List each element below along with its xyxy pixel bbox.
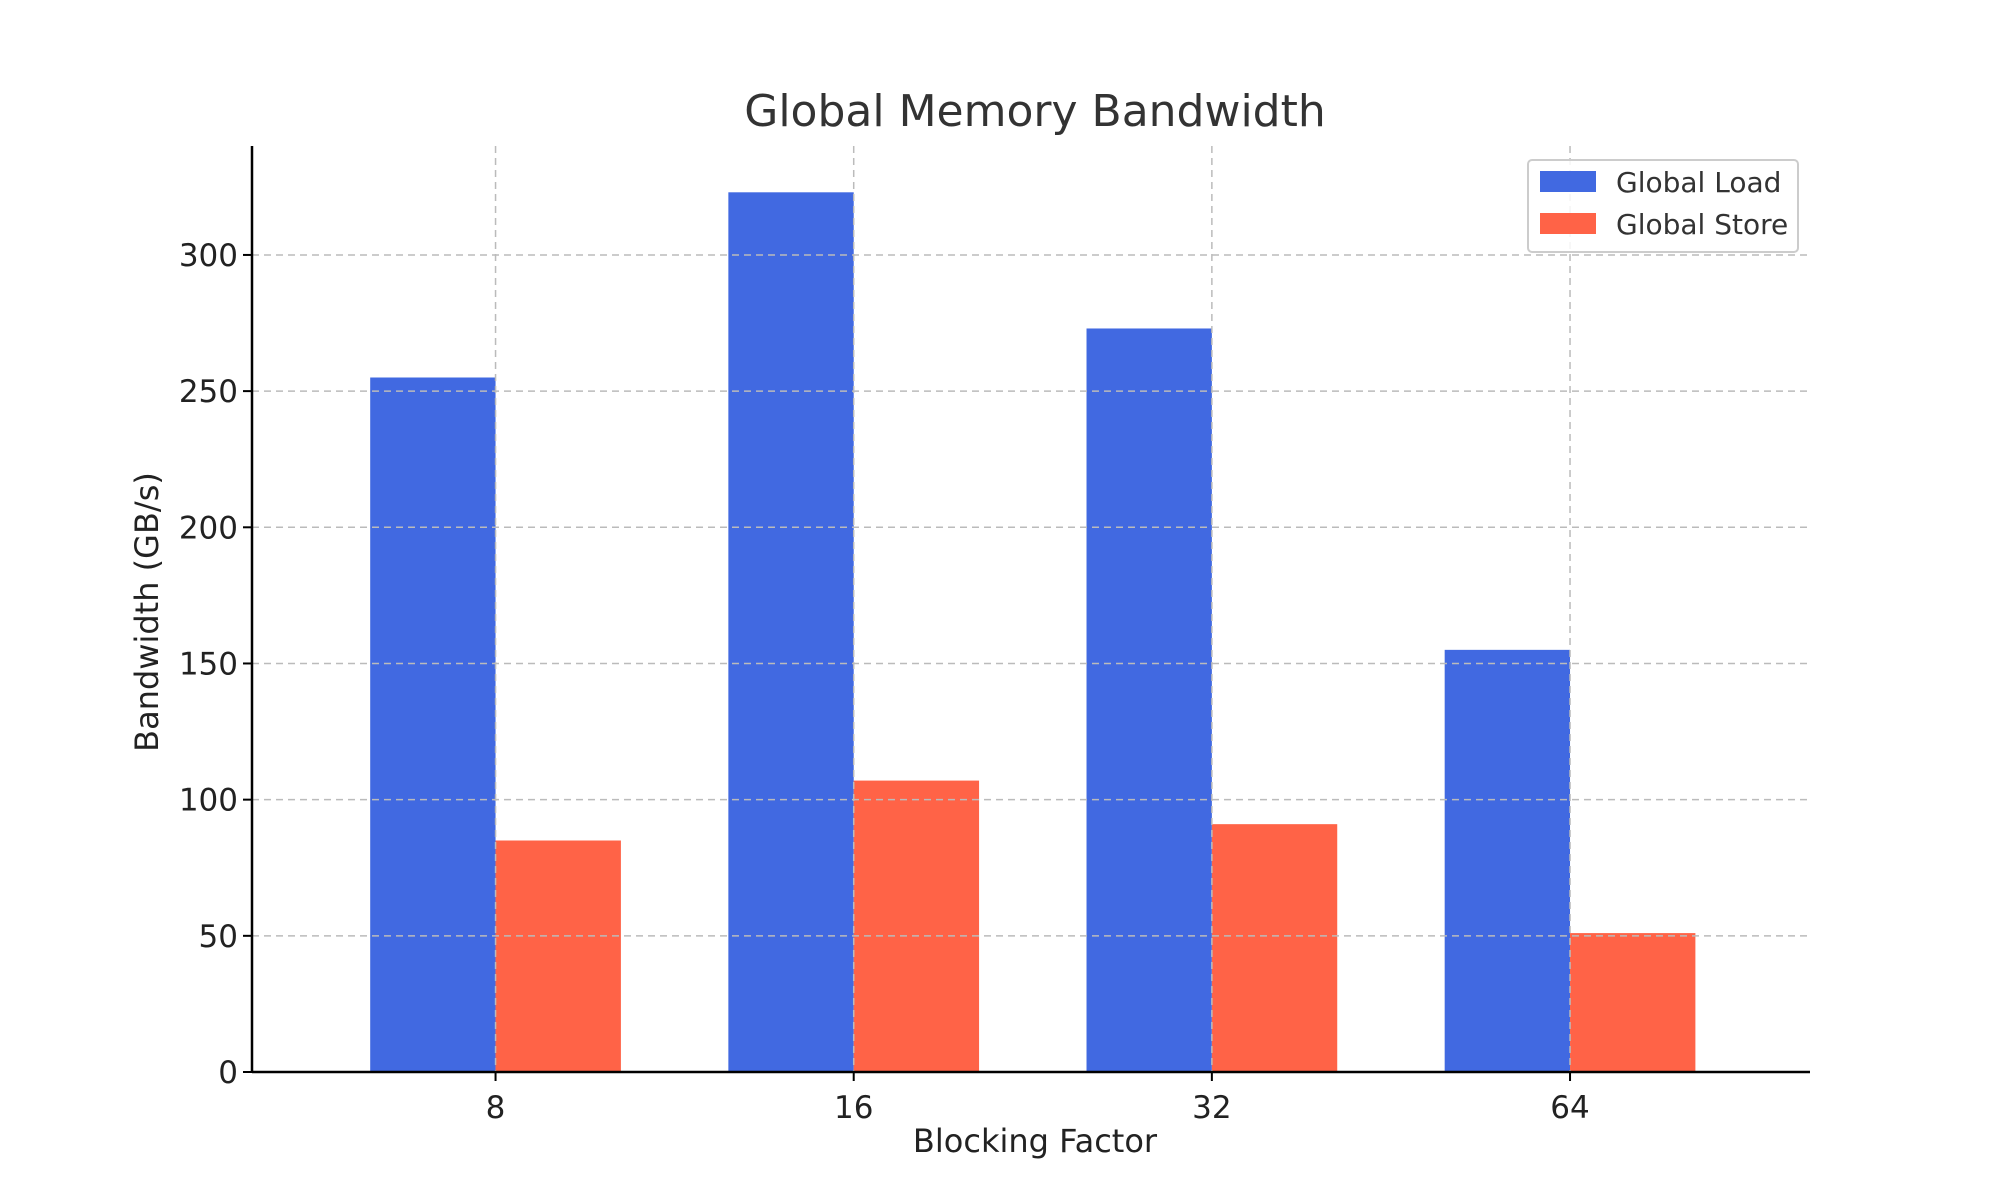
bar-global-store-64 bbox=[1570, 933, 1696, 1072]
y-axis-label: Bandwidth (GB/s) bbox=[128, 472, 166, 752]
chart-title: Global Memory Bandwidth bbox=[744, 86, 1326, 137]
bar-global-store-8 bbox=[495, 840, 621, 1072]
bar-global-store-16 bbox=[853, 780, 980, 1072]
bar-global-load-8 bbox=[370, 377, 496, 1072]
y-tick-label: 100 bbox=[179, 783, 238, 819]
x-tick-label: 16 bbox=[834, 1090, 873, 1126]
y-tick-label: 50 bbox=[199, 919, 238, 955]
x-tick-label: 64 bbox=[1550, 1090, 1589, 1126]
x-tick-label: 32 bbox=[1192, 1090, 1231, 1126]
legend-label-global-load: Global Load bbox=[1616, 166, 1781, 199]
legend-swatch-global-store bbox=[1540, 213, 1596, 234]
y-tick-label: 150 bbox=[179, 646, 238, 682]
x-axis-label: Blocking Factor bbox=[913, 1122, 1158, 1160]
y-tick-label: 300 bbox=[179, 238, 238, 274]
bar-global-load-16 bbox=[728, 192, 854, 1073]
tick-labels: 0 50 100 150 200 250 300 8 16 32 64 bbox=[179, 238, 1590, 1126]
legend: Global Load Global Store bbox=[1527, 159, 1799, 253]
axes bbox=[250, 146, 1810, 1074]
y-tick-label: 250 bbox=[179, 374, 238, 410]
bar-global-load-32 bbox=[1086, 328, 1212, 1073]
bar-global-load-64 bbox=[1444, 649, 1571, 1072]
bar-global-store-32 bbox=[1211, 824, 1338, 1072]
legend-swatch-global-load bbox=[1540, 171, 1596, 192]
y-tick-label: 200 bbox=[179, 510, 238, 546]
x-tick-label: 8 bbox=[486, 1090, 506, 1126]
grid-lines bbox=[243, 146, 1810, 1081]
legend-label-global-store: Global Store bbox=[1616, 208, 1788, 241]
y-tick-label: 0 bbox=[218, 1055, 238, 1091]
bars bbox=[370, 192, 1696, 1073]
